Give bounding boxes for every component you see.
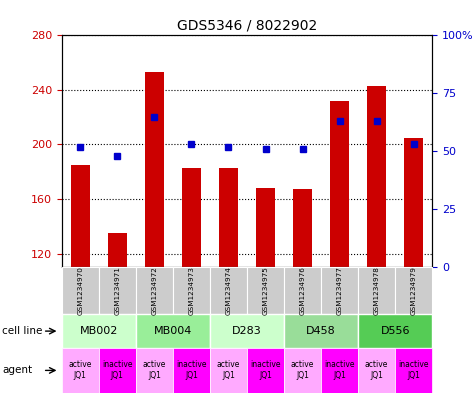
Bar [182,168,201,267]
Text: GSM1234971: GSM1234971 [114,266,120,315]
Text: GSM1234973: GSM1234973 [189,266,194,315]
Text: GSM1234979: GSM1234979 [411,266,417,315]
Text: inactive
JQ1: inactive JQ1 [176,360,207,380]
Text: GSM1234972: GSM1234972 [152,266,157,315]
Text: D556: D556 [380,326,410,336]
Text: active
JQ1: active JQ1 [365,360,389,380]
Text: GSM1234970: GSM1234970 [77,266,83,315]
Text: active
JQ1: active JQ1 [142,360,166,380]
Bar [145,72,163,267]
Bar [219,168,238,267]
Bar [71,165,89,267]
Bar [293,189,312,267]
Text: active
JQ1: active JQ1 [217,360,240,380]
Text: MB002: MB002 [80,326,118,336]
Text: GSM1234976: GSM1234976 [300,266,305,315]
Text: GSM1234977: GSM1234977 [337,266,342,315]
Text: D458: D458 [306,326,336,336]
Bar [108,233,126,267]
Bar [368,86,386,267]
Text: inactive
JQ1: inactive JQ1 [102,360,133,380]
Text: GSM1234974: GSM1234974 [226,266,231,315]
Text: GSM1234975: GSM1234975 [263,266,268,315]
Text: active
JQ1: active JQ1 [68,360,92,380]
Text: inactive
JQ1: inactive JQ1 [399,360,429,380]
Text: GSM1234978: GSM1234978 [374,266,380,315]
Text: cell line: cell line [2,326,43,336]
Text: inactive
JQ1: inactive JQ1 [250,360,281,380]
Bar [256,188,275,267]
Bar [405,138,423,267]
Text: active
JQ1: active JQ1 [291,360,314,380]
Title: GDS5346 / 8022902: GDS5346 / 8022902 [177,19,317,33]
Text: inactive
JQ1: inactive JQ1 [324,360,355,380]
Text: MB004: MB004 [154,326,192,336]
Bar [331,101,349,267]
Text: D283: D283 [232,326,262,336]
Text: agent: agent [2,365,32,375]
